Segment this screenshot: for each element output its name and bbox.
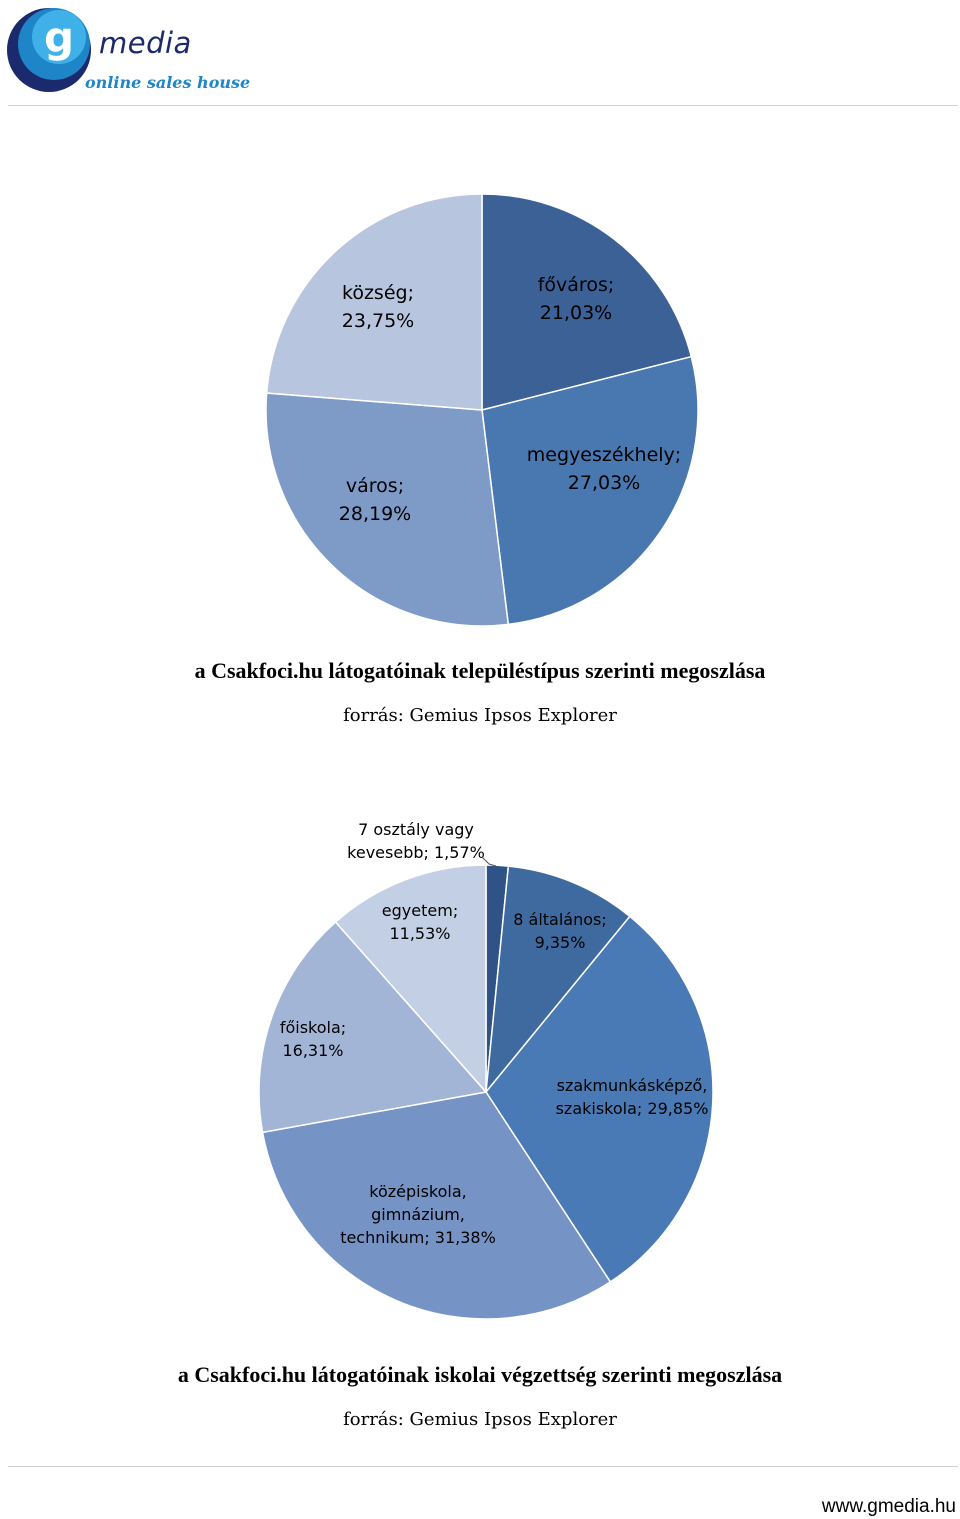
education-level-pie-chart: 7 osztály vagy kevesebb; 1,57% 8 általános… — [258, 820, 714, 1320]
footer-divider — [8, 1466, 958, 1467]
chart-1-source: forrás: Gemius Ipsos Explorer — [343, 705, 617, 726]
pie2-slice-foiskola — [258, 920, 488, 1134]
settlement-type-pie-chart: főváros; 21,03% megyeszékhely; 27,03% város;… — [265, 193, 699, 627]
logo-letter: g — [44, 13, 74, 62]
pie1-slice-varos — [265, 392, 510, 627]
pie2-label-kozepiskola: középiskola, gimnázium, technikum; 31,38% — [340, 1182, 496, 1247]
chart-2-title: a Csakfoci.hu látogatóinak iskolai végze… — [177, 1362, 783, 1387]
logo-name: media — [99, 26, 192, 60]
pie1-slice-fovaros — [481, 193, 693, 411]
pie2-slice-szakmunkaskepzo — [485, 915, 714, 1283]
pie1-label-varos: város; 28,19% — [339, 475, 411, 525]
pie1-label-kozseg: község; 23,75% — [342, 282, 414, 332]
pie2-slice-egyetem — [334, 864, 487, 1094]
pie2-label-egyetem: egyetem; 11,53% — [382, 901, 458, 943]
pie2-label-szakmunkaskepzo: szakmunkásképző, szakiskola; 29,85% — [556, 1076, 709, 1118]
gmedia-logo: g media online sales house — [6, 4, 250, 96]
pie2-label-8-altalanos: 8 általános; 9,35% — [513, 910, 607, 952]
logo-tagline: online sales house — [85, 73, 251, 92]
pie2-label-7-osztaly-vagy: 7 osztály vagy kevesebb; 1,57% — [347, 820, 485, 862]
pie1-label-fovaros: főváros; 21,03% — [538, 274, 615, 324]
chart-2-source: forrás: Gemius Ipsos Explorer — [343, 1409, 617, 1430]
pie1-label-megyeszekhely: megyeszékhely; 27,03% — [527, 444, 681, 494]
logo-badge-icon: g — [7, 8, 91, 92]
pie2-slice-kozepiskola — [261, 1091, 612, 1320]
pie1-slice-megyeszekhely — [481, 355, 699, 626]
footer-url: www.gmedia.hu — [821, 1496, 956, 1517]
header-divider — [8, 105, 958, 106]
chart-1-title: a Csakfoci.hu látogatóinak településtípu… — [194, 658, 766, 683]
pie1-slice-kozseg — [265, 193, 483, 411]
pie2-slice-8-altalanos — [485, 865, 631, 1095]
pie2-leader-line — [481, 856, 497, 867]
pie2-label-foiskola: főiskola; 16,31% — [280, 1018, 346, 1060]
